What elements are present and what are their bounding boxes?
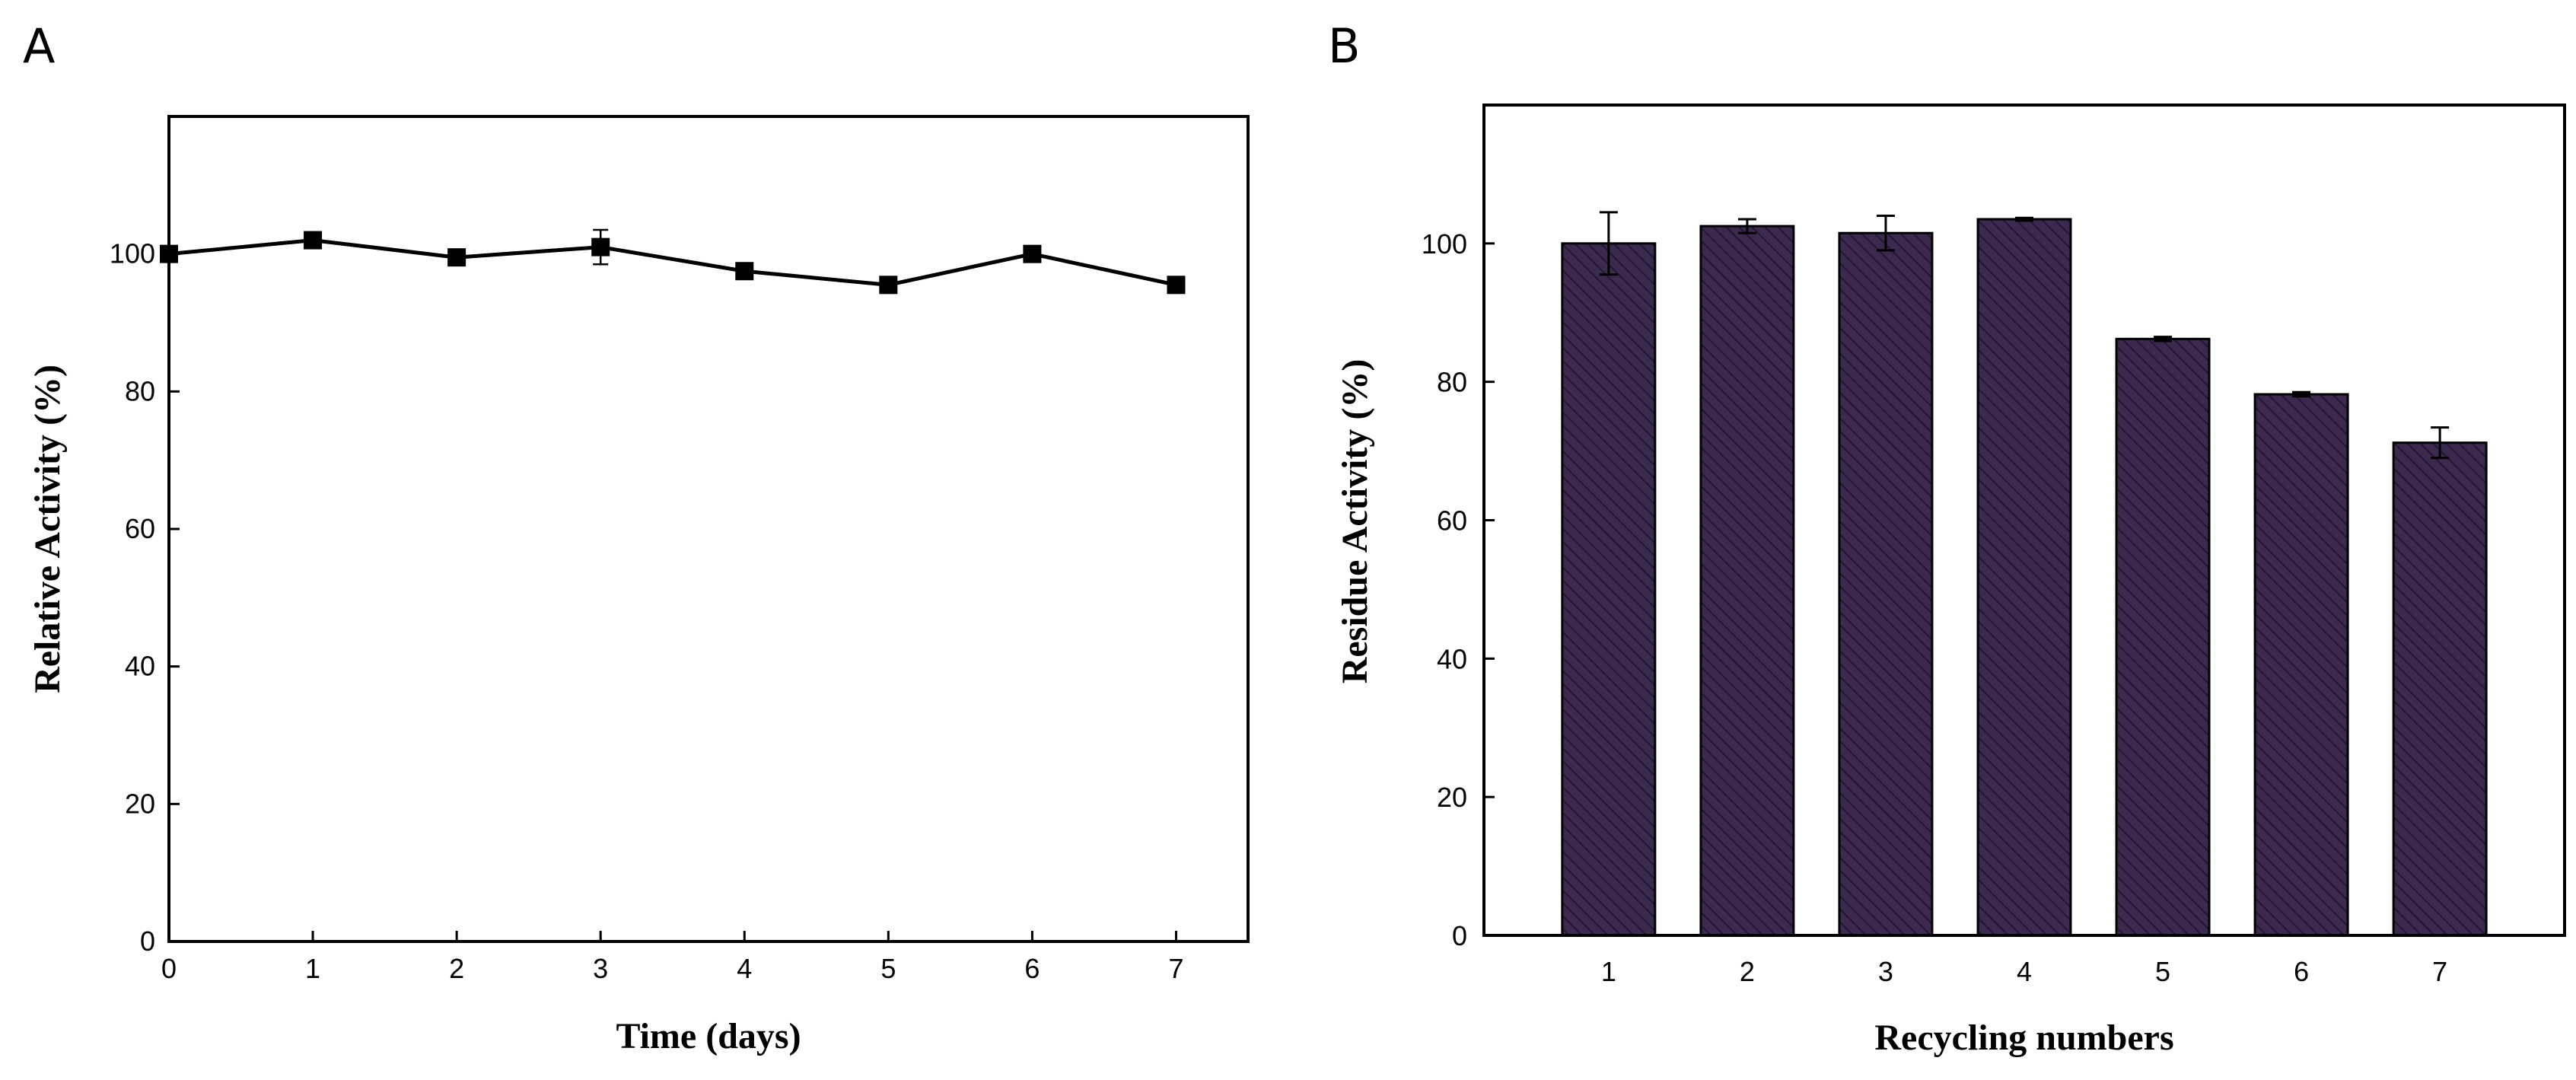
- y-tick-label-a-40: 40: [125, 651, 155, 682]
- x-tick-label-b-4: 4: [2017, 956, 2032, 987]
- y-tick-label-b-80: 80: [1437, 367, 1467, 398]
- x-tick-label-a-7: 7: [1168, 953, 1183, 984]
- bar-1: [1561, 242, 1657, 937]
- x-tick-label-a-2: 2: [449, 953, 464, 984]
- y-tick-label-b-0: 0: [1452, 920, 1467, 951]
- chart-b-ylabel: Residue Activity (%): [1335, 359, 1375, 684]
- chart-a-xlabel: Time (days): [616, 1016, 801, 1056]
- x-tick-label-a-4: 4: [737, 953, 752, 984]
- chart-a-series: [160, 228, 1186, 295]
- chart-b-xlabel: Recycling numbers: [1874, 1018, 2173, 1058]
- x-tick-label-a-3: 3: [593, 953, 608, 984]
- panel-letter-b: B: [1328, 18, 1361, 74]
- chart-b-frame: [1482, 104, 2566, 937]
- chart-b-ticks: 0 20 40 60 80 100 1 2 3 4 5 6 7: [1422, 228, 2447, 987]
- x-tick-label-a-6: 6: [1024, 953, 1040, 984]
- data-point-a-4: [735, 262, 754, 281]
- y-tick-label-b-60: 60: [1437, 505, 1467, 537]
- data-point-a-6: [1023, 244, 1042, 263]
- data-point-a-1: [304, 231, 323, 250]
- x-tick-label-b-3: 3: [1878, 956, 1893, 987]
- data-point-a-5: [879, 276, 898, 295]
- x-tick-label-b-7: 7: [2432, 956, 2447, 987]
- chart-a-frame: [167, 115, 1250, 943]
- chart-a-ylabel: Relative Activity (%): [27, 365, 68, 693]
- data-point-a-2: [447, 248, 466, 267]
- y-tick-label-b-20: 20: [1437, 782, 1467, 813]
- x-tick-label-b-2: 2: [1740, 956, 1755, 987]
- y-tick-label-a-80: 80: [125, 375, 155, 406]
- x-tick-label-b-5: 5: [2155, 956, 2170, 987]
- y-tick-label-a-60: 60: [125, 513, 155, 544]
- x-tick-label-a-5: 5: [880, 953, 896, 984]
- x-tick-label-a-0: 0: [161, 953, 177, 984]
- bar-3: [1838, 231, 1934, 937]
- y-tick-label-a-100: 100: [110, 238, 155, 269]
- y-tick-label-a-0: 0: [140, 925, 155, 957]
- bar-7: [2392, 441, 2488, 937]
- bar-4: [1976, 218, 2072, 937]
- chart-a: A 0 20 40 60 80 100 0 1 2 3 4 5 6 7 Time (days) Relat…: [23, 18, 1250, 1056]
- series-line-a: [168, 238, 1177, 287]
- y-tick-label-b-40: 40: [1437, 643, 1467, 674]
- bar-2: [1699, 225, 1795, 937]
- chart-a-ticks: 0 20 40 60 80 100 0 1 2 3 4 5 6 7: [110, 238, 1184, 984]
- panel-letter-a: A: [23, 18, 55, 74]
- x-tick-label-b-1: 1: [1601, 956, 1616, 987]
- data-point-a-7: [1167, 276, 1186, 295]
- y-tick-label-a-20: 20: [125, 788, 155, 819]
- bar-5: [2115, 337, 2211, 937]
- y-tick-label-b-100: 100: [1422, 228, 1467, 260]
- x-tick-label-a-1: 1: [305, 953, 320, 984]
- bar-6: [2253, 393, 2349, 937]
- data-point-a-3: [591, 237, 610, 256]
- chart-b-series: [1561, 211, 2488, 937]
- x-tick-label-b-6: 6: [2294, 956, 2309, 987]
